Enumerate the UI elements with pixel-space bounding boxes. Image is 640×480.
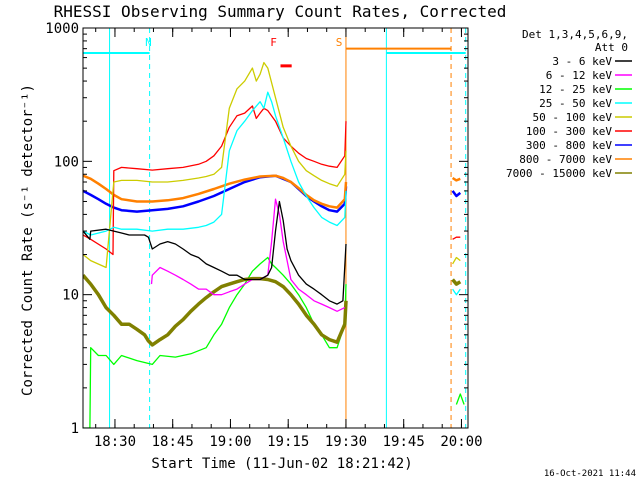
series-line-1: [150, 198, 346, 312]
legend-entry-label: 3 - 6 keV: [552, 55, 612, 68]
x-tick-label: 18:30: [94, 434, 136, 450]
chart-title: RHESSI Observing Summary Count Rates, Co…: [54, 2, 507, 21]
legend-header-line: Att 0: [595, 41, 628, 54]
series-line-6: [451, 190, 462, 198]
y-tick-label: 10: [62, 288, 79, 304]
x-tick-label: 19:45: [383, 434, 425, 450]
series-line-3: [83, 91, 347, 236]
series-line-7: [451, 176, 461, 182]
y-axis-label: Corrected Count Rate (s⁻¹ detector⁻¹): [20, 84, 36, 396]
legend-entry-label: 6 - 12 keV: [546, 69, 613, 82]
series-line-4: [83, 61, 347, 269]
x-tick-label: 19:00: [209, 434, 251, 450]
y-tick-label: 1: [71, 421, 79, 437]
axes: 1 10 100 1000 18:30 18:45 19:00 19:15 19:30 19:45…: [45, 21, 482, 450]
series-line-4: [452, 256, 461, 265]
series-line-6: [83, 174, 348, 213]
legend-entry-label: 50 - 100 keV: [533, 111, 613, 124]
x-tick-label: 20:00: [440, 434, 482, 450]
legend-entry-label: 800 - 7000 keV: [519, 153, 612, 166]
series-line-8: [451, 278, 462, 286]
legend-entry-label: 25 - 50 keV: [539, 97, 612, 110]
legend-entry-label: 100 - 300 keV: [526, 125, 612, 138]
annotation-n: N: [145, 36, 152, 49]
x-tick-label: 18:45: [152, 434, 194, 450]
x-tick-label: 19:15: [267, 434, 309, 450]
series-line-2: [455, 393, 465, 405]
x-axis-label: Start Time (11-Jun-02 18:21:42): [151, 456, 412, 472]
legend-entry-label: 12 - 25 keV: [539, 83, 612, 96]
x-tick-label: 19:30: [325, 434, 367, 450]
series-line-2: [83, 256, 347, 428]
legend-entry-label: 300 - 800 keV: [526, 139, 612, 152]
series-line-8: [83, 274, 348, 347]
legend-header-line: Det 1,3,4,5,6,9,: [522, 28, 628, 41]
series-line-5: [452, 236, 461, 240]
series-line-3: [452, 288, 461, 296]
plot-frame: [82, 27, 469, 429]
series-line-5: [83, 105, 347, 256]
series-line-0: [83, 200, 347, 305]
footer-timestamp: 16-Oct-2021 11:44: [544, 469, 636, 479]
annotation-s: S: [336, 36, 343, 49]
series-line-7: [83, 174, 348, 209]
y-tick-label: 1000: [45, 21, 79, 37]
y-tick-label: 100: [54, 154, 79, 170]
legend-entry-label: 7000 - 15000 keV: [506, 167, 612, 180]
annotation-f: F: [270, 36, 277, 49]
